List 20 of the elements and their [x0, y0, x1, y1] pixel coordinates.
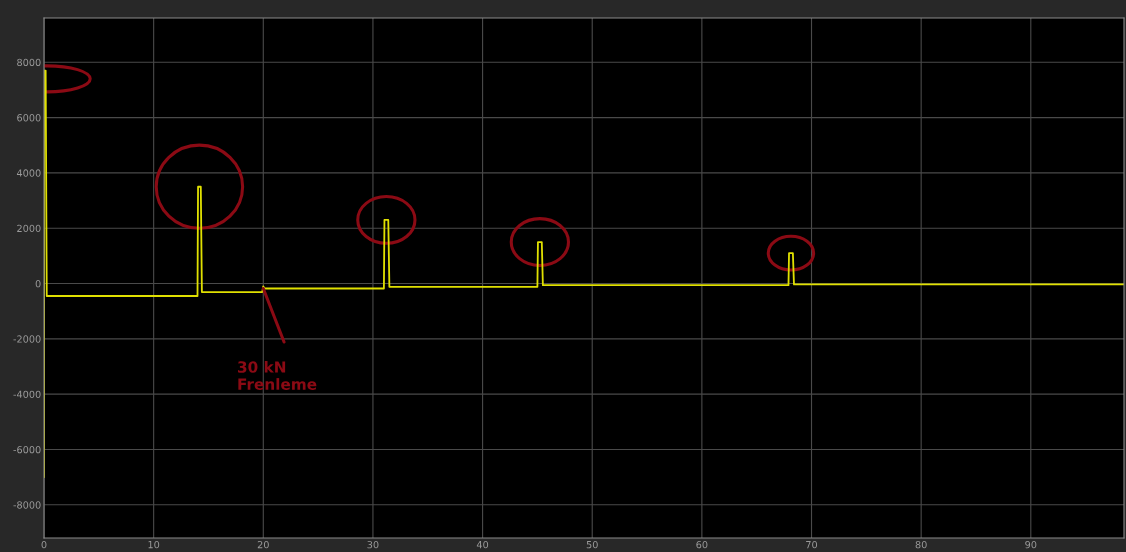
x-tick-label: 0: [41, 540, 47, 549]
y-tick-label: 0: [35, 280, 41, 288]
x-tick-label: 90: [1025, 540, 1037, 549]
x-tick-label: 80: [915, 540, 927, 549]
y-tick-label: -6000: [13, 445, 41, 454]
y-tick-label: -8000: [13, 501, 41, 509]
x-tick-label: 70: [806, 540, 818, 549]
y-tick-label: 4000: [16, 169, 41, 177]
x-tick-label: 60: [696, 540, 708, 549]
y-tick-label: -4000: [13, 390, 41, 398]
y-tick-label: 2000: [17, 224, 41, 233]
annotation: 30 kN Frenleme: [238, 360, 317, 390]
x-tick-label: 20: [257, 540, 269, 549]
x-tick-label: 10: [148, 540, 160, 549]
y-tick-label: -2000: [13, 335, 41, 343]
x-tick-label: 30: [367, 540, 379, 549]
y-tick-label: 8000: [17, 58, 41, 67]
x-tick-label: 40: [476, 540, 489, 549]
x-tick-label: 50: [586, 540, 598, 549]
y-tick-label: 6000: [17, 114, 41, 122]
